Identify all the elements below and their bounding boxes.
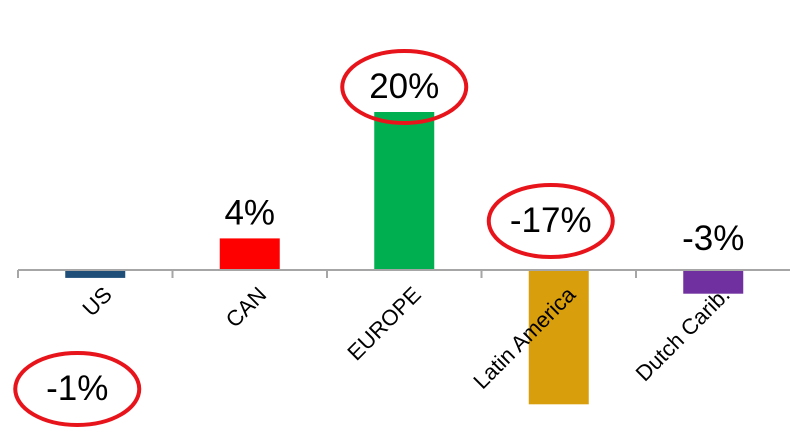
bars <box>65 112 744 405</box>
bar-latin-america <box>528 270 589 405</box>
tick-label-us: US <box>77 282 116 321</box>
highlight-circle-europe <box>340 49 469 125</box>
data-labels: -1% 4% 20% -17% -3% <box>46 67 744 408</box>
highlight-circle-us <box>13 351 142 427</box>
tick-label-dutch-carib: Dutch Carib. <box>631 282 735 386</box>
data-label-europe: 20% <box>369 67 439 106</box>
bar-dutch-carib <box>683 270 744 294</box>
tick-label-europe: EUROPE <box>342 282 425 365</box>
tick-label-can: CAN <box>221 282 272 333</box>
bar-can <box>219 238 280 270</box>
bar-us <box>65 270 126 278</box>
highlight-circle-latin-america <box>486 183 615 259</box>
data-label-us: -1% <box>46 369 108 408</box>
x-axis-ticks <box>17 270 637 278</box>
highlight-circles <box>13 49 615 427</box>
data-label-can: 4% <box>224 193 275 232</box>
data-label-latin-america: -17% <box>510 201 592 240</box>
bar-europe <box>374 112 435 270</box>
data-label-dutch-carib: -3% <box>682 219 744 258</box>
x-axis-tick-labels: US CAN EUROPE Latin America Dutch Carib. <box>77 281 734 393</box>
